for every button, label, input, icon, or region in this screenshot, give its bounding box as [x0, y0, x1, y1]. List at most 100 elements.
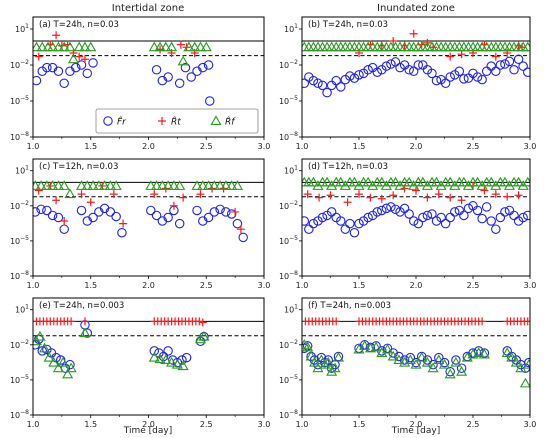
data-point-triangle	[508, 41, 520, 52]
y-tick-label: 101	[15, 23, 29, 34]
data-point-plus	[86, 198, 95, 207]
data-point-plus	[514, 191, 523, 200]
panel-title: (e) T=24h, n=0.003	[39, 301, 124, 311]
data-point-triangle	[58, 41, 70, 52]
data-point-triangle	[385, 41, 397, 52]
data-point-triangle	[194, 41, 207, 52]
data-point-triangle	[34, 330, 46, 341]
data-point-triangle	[39, 342, 51, 353]
x-tick-label: 2.5	[467, 281, 480, 290]
data-point-triangle	[162, 180, 174, 190]
data-point-triangle	[171, 358, 183, 369]
data-point-triangle	[198, 330, 210, 341]
data-point-circle	[381, 61, 392, 71]
data-point-circle	[345, 218, 355, 229]
data-point-circle	[65, 359, 75, 370]
data-point-triangle	[403, 176, 415, 187]
data-point-triangle	[177, 55, 189, 66]
data-point-plus	[409, 29, 418, 38]
data-point-triangle	[321, 176, 333, 187]
data-point-triangle	[220, 180, 232, 190]
data-point-triangle	[389, 41, 402, 52]
data-point-plus	[491, 190, 500, 199]
y-tick-label: 10−2	[10, 339, 29, 350]
data-point-triangle	[307, 176, 319, 187]
data-point-triangle	[344, 41, 356, 52]
y-tick-label: 10−8	[279, 131, 298, 142]
data-point-triangle	[79, 41, 91, 52]
data-point-triangle	[501, 347, 513, 357]
data-point-circle	[372, 207, 382, 217]
data-point-triangle	[348, 41, 360, 52]
data-point-triangle	[48, 356, 60, 367]
data-point-triangle	[444, 41, 456, 52]
data-point-circle	[486, 61, 496, 71]
data-point-triangle	[321, 41, 333, 52]
data-point-triangle	[485, 176, 497, 187]
data-point-triangle	[73, 41, 85, 52]
data-point-circle	[174, 218, 185, 229]
data-point-circle	[181, 352, 192, 363]
data-point-plus	[491, 52, 500, 61]
data-point-plus	[236, 225, 245, 234]
x-axis-label-left: Time [day]	[123, 426, 172, 436]
data-point-circle	[522, 67, 530, 77]
y-tick-label: 10−8	[279, 409, 298, 420]
data-point-circle	[381, 203, 392, 214]
data-point-triangle	[499, 176, 511, 187]
data-point-triangle	[339, 41, 351, 52]
data-point-plus	[195, 317, 204, 326]
data-point-circle	[349, 227, 360, 238]
data-point-circle	[33, 75, 42, 86]
data-point-circle	[454, 66, 465, 77]
data-point-triangle	[79, 327, 91, 338]
data-point-plus	[179, 193, 188, 202]
data-point-triangle	[394, 41, 406, 52]
data-point-triangle	[305, 350, 317, 361]
data-point-plus	[446, 52, 455, 61]
data-point-triangle	[308, 356, 321, 367]
data-point-circle	[198, 62, 208, 73]
y-tick-label: 10−8	[10, 409, 29, 420]
data-point-plus	[343, 198, 352, 207]
data-point-circle	[42, 62, 52, 73]
data-point-circle	[82, 68, 93, 79]
data-point-triangle	[315, 354, 327, 365]
data-point-triangle	[87, 180, 99, 190]
data-point-triangle	[52, 180, 64, 190]
data-point-plus	[389, 191, 398, 200]
data-point-plus	[198, 318, 207, 327]
data-point-circle	[495, 60, 506, 70]
data-points	[33, 31, 215, 106]
data-point-circle	[504, 56, 515, 67]
plot-frame	[301, 16, 531, 138]
data-point-circle	[422, 210, 433, 221]
x-tick-label: 2.0	[410, 142, 423, 151]
data-point-circle	[504, 205, 515, 216]
data-point-plus	[156, 45, 165, 54]
data-point-circle	[473, 346, 484, 356]
data-point-triangle	[393, 354, 405, 365]
data-point-circle	[203, 60, 214, 70]
data-point-triangle	[435, 41, 447, 52]
data-point-triangle	[335, 176, 347, 187]
data-point-circle	[404, 65, 414, 75]
y-tick-label: 10−8	[10, 270, 29, 281]
x-tick-label: 3.0	[258, 142, 271, 151]
data-point-circle	[76, 60, 87, 70]
data-point-circle	[163, 346, 173, 356]
data-point-circle	[326, 207, 337, 217]
x-tick-label: 1.0	[27, 420, 40, 429]
y-tick-label: 10−5	[279, 235, 298, 246]
data-point-plus	[326, 191, 335, 200]
data-point-circle	[317, 80, 328, 91]
data-point-circle	[88, 58, 98, 68]
data-point-circle	[149, 346, 160, 356]
data-point-triangle	[478, 348, 490, 359]
panel-d: 1.0 1.5 2.0 2.5 3.0 101 10−2 10−5 10−8 (d) T=12h,…	[279, 158, 536, 290]
data-point-circle	[336, 82, 346, 92]
data-point-plus	[457, 196, 466, 205]
data-point-circle	[340, 224, 351, 234]
panel-c: 1.0 1.5 2.0 2.5 3.0 101 10−2 10−5 10−8 (c) T=12h,…	[10, 158, 270, 290]
data-point-triangle	[154, 353, 166, 364]
